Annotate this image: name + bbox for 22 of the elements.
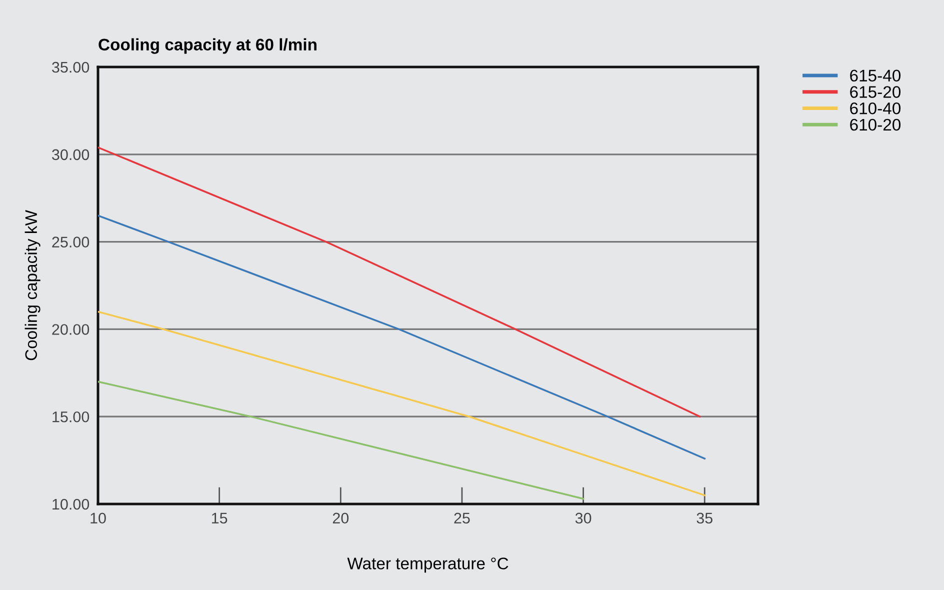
y-tick-label: 10.00 <box>52 498 90 510</box>
legend-label: 610-40 <box>850 102 901 114</box>
y-tick-label: 15.00 <box>52 411 90 422</box>
x-tick-label: 20 <box>332 512 349 524</box>
line-series <box>98 214 706 460</box>
line-series <box>98 310 706 496</box>
legend-label: 610-20 <box>850 118 901 131</box>
y-axis-title: Cooling capacity kW <box>24 210 40 360</box>
x-axis-title: Water temperature °C <box>347 558 508 573</box>
y-tick-label: 25.00 <box>52 236 90 248</box>
x-tick-label: 30 <box>575 512 592 524</box>
x-tick-label: 15 <box>212 512 228 524</box>
y-tick-label: 30.00 <box>52 149 90 160</box>
line-series <box>98 146 701 418</box>
legend-label: 615-40 <box>850 70 901 82</box>
y-tick-label: 35.00 <box>52 62 90 73</box>
chart-title: Cooling capacity at 60 l/min <box>98 38 316 54</box>
x-tick-label: 10 <box>90 512 106 524</box>
legend-label: 615-20 <box>850 86 901 98</box>
y-tick-label: 20.00 <box>52 324 90 335</box>
x-tick-label: 35 <box>696 512 712 524</box>
x-tick-label: 25 <box>454 512 470 524</box>
